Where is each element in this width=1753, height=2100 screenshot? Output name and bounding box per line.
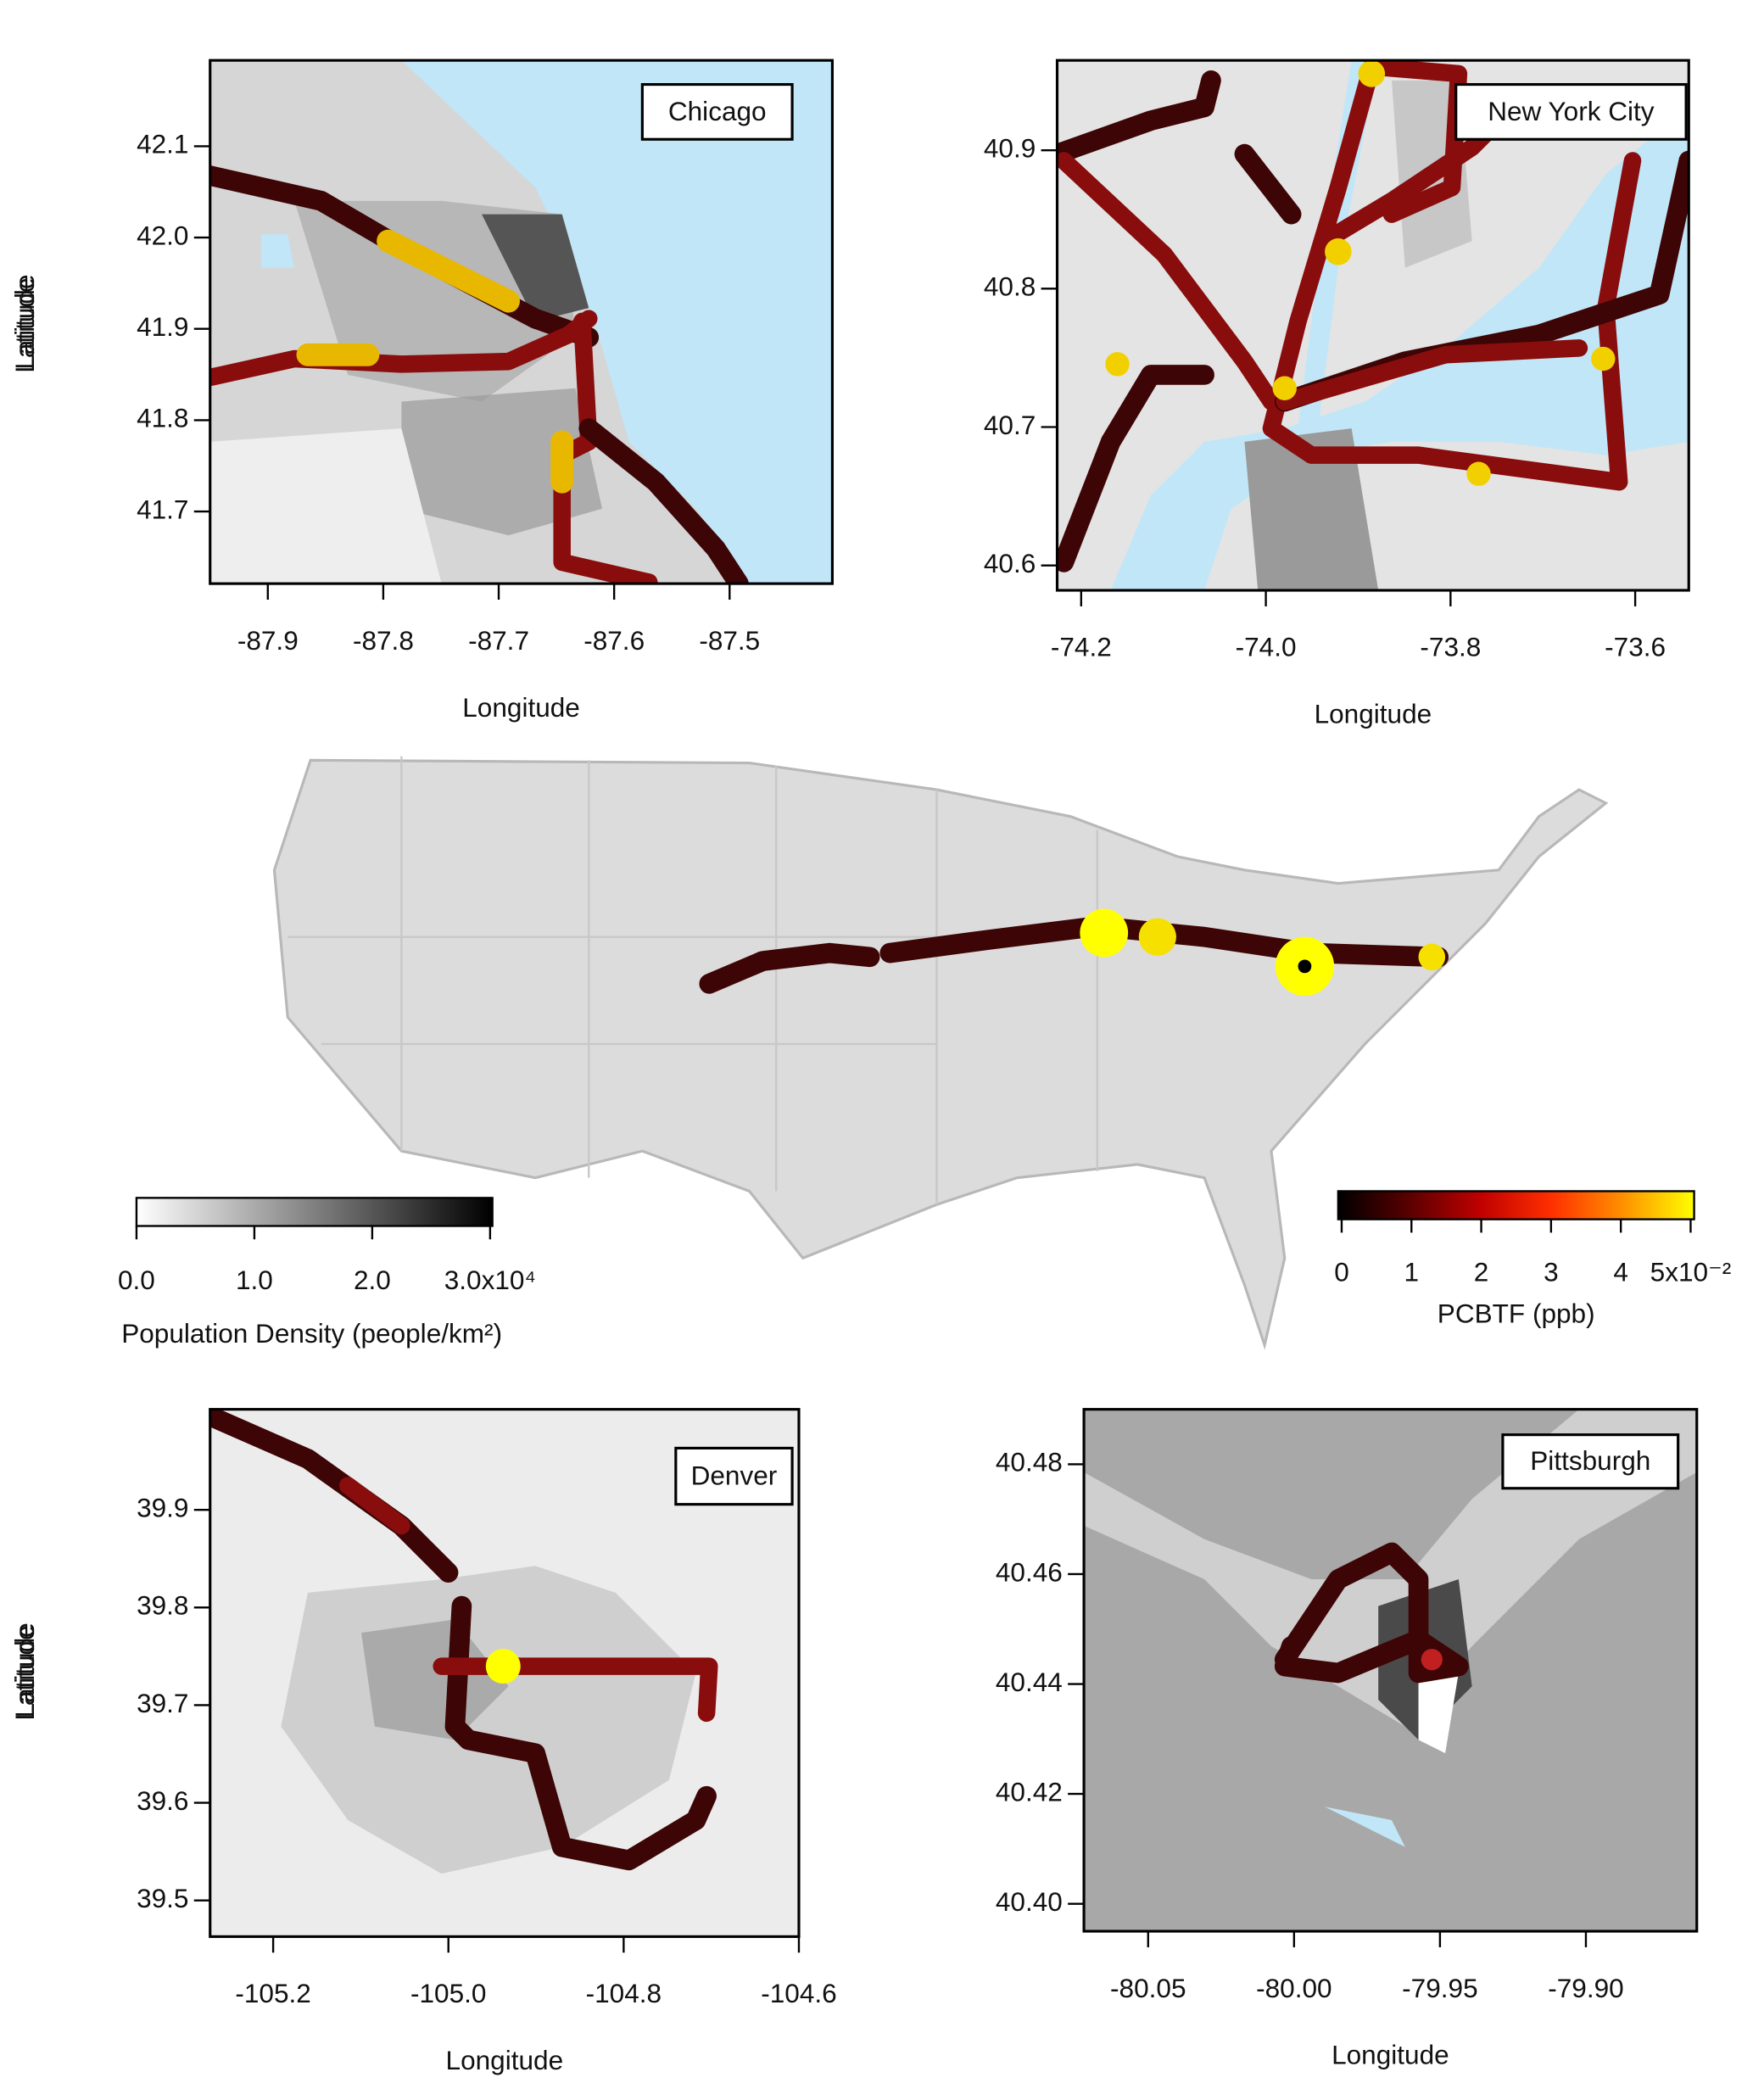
y-axis-label: Latitude bbox=[9, 277, 40, 372]
title-box bbox=[640, 82, 794, 141]
nyc-map bbox=[1057, 60, 1689, 591]
y-tick-label: 39.9 bbox=[137, 1493, 188, 1523]
colorbar bbox=[1337, 1190, 1695, 1220]
colorbar-tick-label: 5x10⁻² bbox=[1650, 1257, 1732, 1287]
y-tick-label: 40.42 bbox=[996, 1776, 1063, 1807]
x-tick-label: -87.5 bbox=[699, 625, 760, 656]
colorbar-tick-label: 4 bbox=[1613, 1257, 1628, 1287]
y-tick-label: 39.8 bbox=[137, 1590, 188, 1621]
y-tick-label: 40.40 bbox=[996, 1886, 1063, 1917]
panel-title: Chicago bbox=[668, 96, 767, 126]
colorbar-title: PCBTF (ppb) bbox=[1438, 1299, 1595, 1329]
x-tick-label: -74.0 bbox=[1236, 632, 1297, 662]
colorbar-tick-label: 2 bbox=[1474, 1257, 1489, 1287]
title-box bbox=[1454, 82, 1688, 141]
plot-frame bbox=[1055, 59, 1690, 592]
pittsburgh-map bbox=[1084, 1409, 1697, 1932]
y-tick-label: 40.8 bbox=[984, 271, 1036, 302]
colorbar-tick-label: 3.0x10⁴ bbox=[444, 1265, 536, 1295]
x-tick-label: -73.6 bbox=[1605, 632, 1666, 662]
x-tick-label: -105.0 bbox=[410, 1978, 486, 2008]
colorbar-tick-label: 0.0 bbox=[118, 1265, 155, 1295]
y-tick-label: 39.5 bbox=[137, 1883, 188, 1913]
x-tick-label: -80.00 bbox=[1256, 1973, 1331, 2003]
y-axis-label: Latitude bbox=[9, 1622, 40, 1717]
colorbar-tick-label: 3 bbox=[1544, 1257, 1559, 1287]
y-tick-label: 40.9 bbox=[984, 133, 1036, 164]
title-box bbox=[1501, 1433, 1680, 1490]
x-tick-label: -87.7 bbox=[468, 625, 529, 656]
y-tick-label: 40.6 bbox=[984, 548, 1036, 578]
y-tick-label: 39.6 bbox=[137, 1785, 188, 1816]
us-map bbox=[272, 756, 1609, 1350]
y-tick-label: 40.44 bbox=[996, 1667, 1063, 1697]
x-tick-label: -87.9 bbox=[237, 625, 299, 656]
colorbar-tick-label: 1.0 bbox=[236, 1265, 273, 1295]
x-tick-label: -105.2 bbox=[235, 1978, 310, 2008]
colorbar bbox=[135, 1197, 494, 1227]
plot-frame bbox=[1082, 1408, 1699, 1933]
x-tick-label: -73.8 bbox=[1420, 632, 1481, 662]
y-tick-label: 40.7 bbox=[984, 410, 1036, 440]
y-tick-label: 42.1 bbox=[137, 129, 188, 159]
panel-title: Denver bbox=[691, 1460, 778, 1490]
x-tick-label: -104.6 bbox=[761, 1978, 836, 2008]
panel-title: New York City bbox=[1488, 96, 1655, 126]
y-tick-label: 41.9 bbox=[137, 311, 188, 342]
x-tick-label: -87.8 bbox=[353, 625, 414, 656]
x-axis-label: Longitude bbox=[1331, 2040, 1449, 2070]
x-axis-label: Longitude bbox=[446, 2045, 564, 2075]
colorbar-tick-label: 0 bbox=[1334, 1257, 1349, 1287]
y-tick-label: 41.8 bbox=[137, 403, 188, 433]
colorbar-tick-label: 2.0 bbox=[354, 1265, 391, 1295]
x-tick-label: -87.6 bbox=[583, 625, 645, 656]
x-tick-label: -104.8 bbox=[586, 1978, 662, 2008]
x-axis-label: Longitude bbox=[1315, 699, 1432, 729]
x-tick-label: -79.90 bbox=[1548, 1973, 1623, 2003]
panel-title: Pittsburgh bbox=[1530, 1445, 1650, 1476]
colorbar-title: Population Density (people/km²) bbox=[121, 1318, 502, 1349]
plot-frame bbox=[209, 1408, 801, 1938]
y-tick-label: 42.0 bbox=[137, 220, 188, 250]
x-axis-label: Longitude bbox=[462, 692, 580, 723]
x-tick-label: -74.2 bbox=[1051, 632, 1112, 662]
y-tick-label: 39.7 bbox=[137, 1688, 188, 1718]
colorbar-tick-label: 1 bbox=[1404, 1257, 1420, 1287]
denver-map bbox=[209, 1409, 799, 1937]
plot-frame bbox=[209, 59, 835, 585]
x-tick-label: -80.05 bbox=[1110, 1973, 1186, 2003]
title-box bbox=[674, 1446, 794, 1506]
y-axis-label: Latitude bbox=[9, 1625, 40, 1720]
y-tick-label: 40.48 bbox=[996, 1447, 1063, 1477]
y-axis-label: Latitude bbox=[9, 275, 40, 370]
y-tick-label: 40.46 bbox=[996, 1556, 1063, 1587]
y-tick-label: 41.7 bbox=[137, 494, 188, 524]
x-tick-label: -79.95 bbox=[1402, 1973, 1477, 2003]
chicago-map bbox=[209, 60, 833, 584]
